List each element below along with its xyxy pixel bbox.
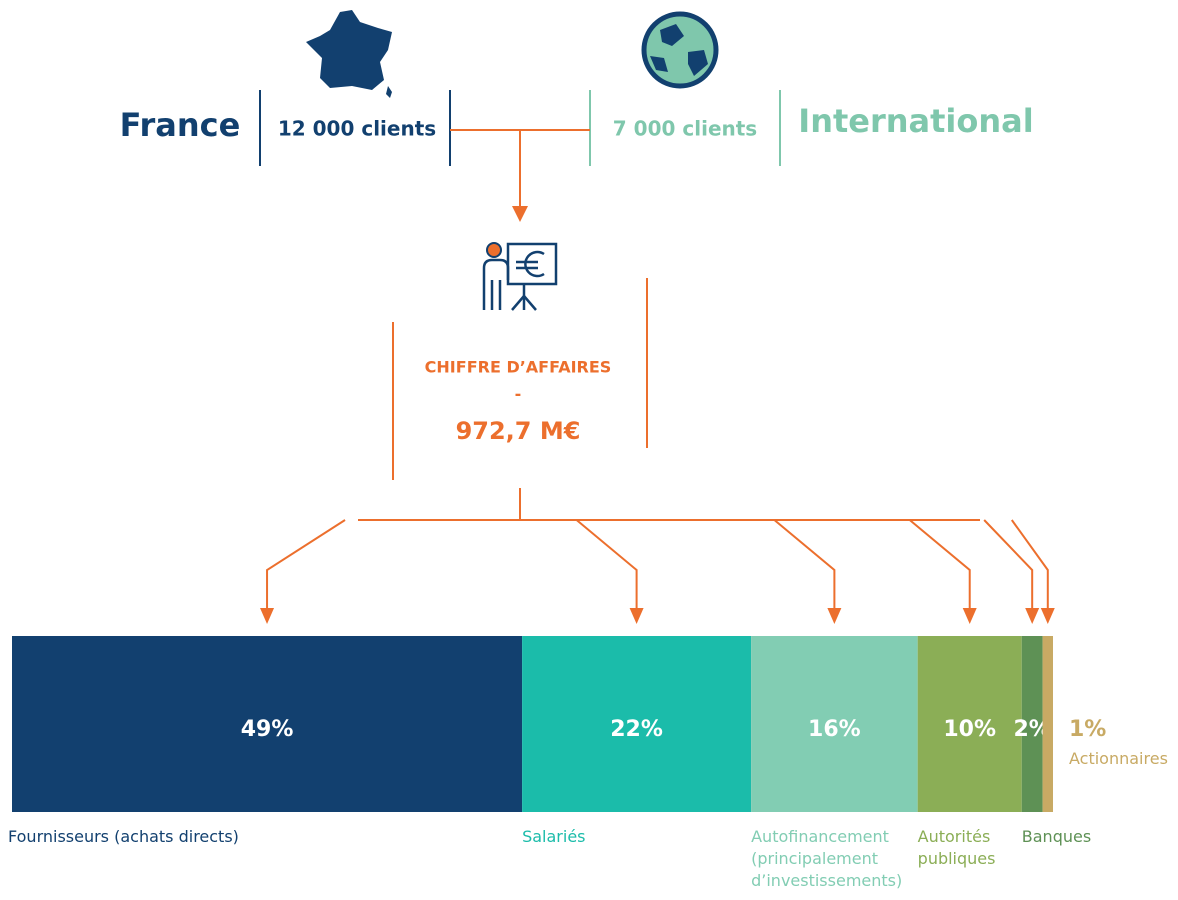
value-label: 10% xyxy=(943,717,996,742)
value-label: 22% xyxy=(610,717,663,742)
globe xyxy=(641,11,719,89)
arrow-line xyxy=(773,519,836,612)
bar-segment xyxy=(917,636,1022,812)
arrowhead xyxy=(1025,608,1040,624)
value-label: 1% xyxy=(1069,717,1106,742)
arrow-line xyxy=(575,519,638,612)
connectors xyxy=(358,129,980,521)
arrowhead xyxy=(962,608,977,624)
bar-segment xyxy=(1021,636,1043,812)
france-label: France xyxy=(120,106,241,144)
bar-segment xyxy=(751,636,918,812)
value-label: 16% xyxy=(808,717,861,742)
category-label: Fournisseurs (achats directs) xyxy=(8,827,239,846)
arrowhead xyxy=(512,206,528,222)
category-label: Autofinancement (principalement d’invest… xyxy=(751,827,903,890)
revenue-amount: 972,7 M€ xyxy=(456,417,581,445)
category-label: Banques xyxy=(1021,827,1092,846)
revenue-title: CHIFFRE D’AFFAIRES xyxy=(425,358,612,377)
value-label: 49% xyxy=(241,717,294,742)
arrow-line xyxy=(266,519,346,612)
arrowhead xyxy=(260,608,275,624)
arrowhead xyxy=(629,608,644,624)
bar-segment xyxy=(522,636,752,812)
dividers xyxy=(259,90,781,166)
arrowhead xyxy=(1040,608,1055,624)
international-clients: 7 000 clients xyxy=(613,117,757,141)
international-label: International xyxy=(798,102,1033,140)
france-clients: 12 000 clients xyxy=(278,117,436,141)
bar-segment xyxy=(12,636,523,812)
arrow-line xyxy=(909,519,971,612)
arrow-line xyxy=(1010,519,1049,612)
globe-land xyxy=(650,24,708,76)
presenter-icon xyxy=(482,242,558,311)
bar-segment xyxy=(1042,636,1053,812)
arrowhead xyxy=(827,608,842,624)
category-label: Salariés xyxy=(522,827,586,846)
arrow-line xyxy=(983,519,1034,612)
category-label: Autorités publiques xyxy=(917,827,996,868)
france-map xyxy=(306,10,392,98)
category-label: Actionnaires xyxy=(1069,749,1168,768)
revenue-separator: - xyxy=(515,385,522,404)
presenter-head xyxy=(486,242,502,258)
